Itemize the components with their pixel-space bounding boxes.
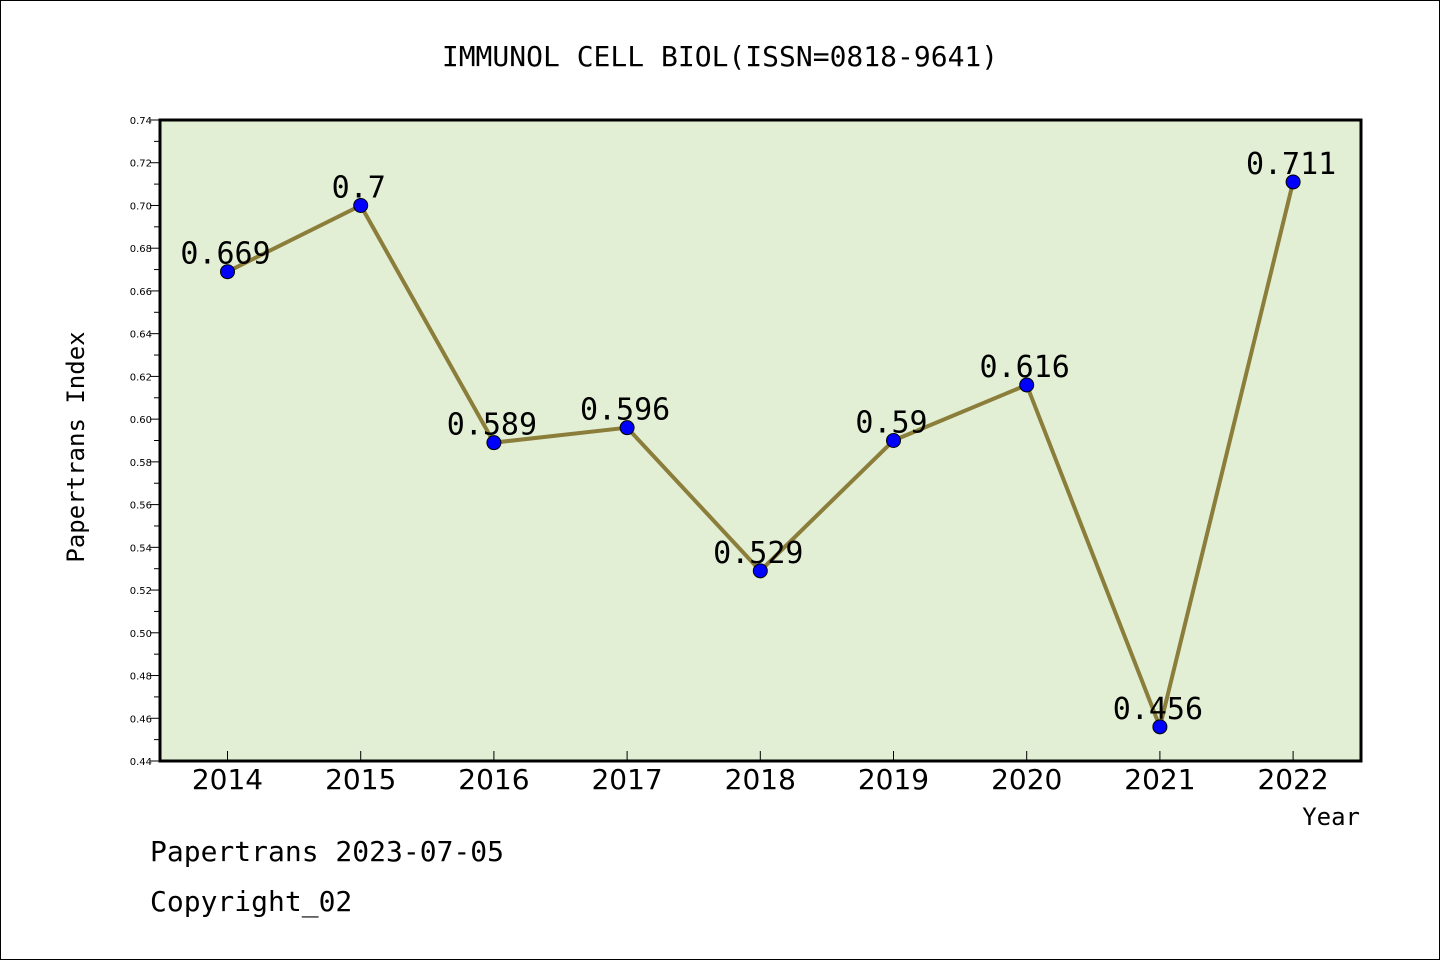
- data-labels: 0.669 0.7 0.589 0.596 0.529 0.59 0.616 0.456 0.7…: [180, 147, 1336, 727]
- y-tick-label: 0.70: [130, 201, 152, 212]
- data-point: [1019, 377, 1035, 393]
- data-label: 0.456: [1113, 692, 1203, 727]
- data-label: 0.596: [580, 393, 670, 428]
- footer-copyright: Copyright_02: [150, 885, 353, 918]
- x-tick-label: 2020: [991, 763, 1062, 796]
- x-tick-label: 2019: [858, 763, 929, 796]
- data-point: [752, 563, 768, 579]
- chart-title: IMMUNOL CELL BIOL(ISSN=0818-9641): [442, 40, 998, 73]
- y-tick-label: 0.46: [130, 714, 152, 725]
- data-label: 0.589: [447, 408, 537, 443]
- x-tick-label: 2014: [192, 763, 263, 796]
- y-tick-label: 0.62: [130, 372, 152, 383]
- data-point: [353, 197, 369, 213]
- data-point: [1152, 719, 1168, 735]
- x-axis-label: Year: [1302, 803, 1360, 831]
- y-tick-label: 0.72: [130, 159, 152, 170]
- x-tick-label: 2022: [1257, 763, 1328, 796]
- y-tick-label: 0.56: [130, 501, 152, 512]
- x-tick-label: 2021: [1124, 763, 1195, 796]
- x-tick-label: 2015: [325, 763, 396, 796]
- data-label: 0.616: [980, 350, 1070, 385]
- x-tick-label: 2016: [458, 763, 529, 796]
- y-tick-label: 0.44: [130, 757, 152, 768]
- data-point: [220, 264, 235, 280]
- data-point: [1285, 174, 1301, 190]
- data-point: [486, 435, 502, 451]
- y-tick-label: 0.66: [130, 287, 152, 298]
- y-tick-label: 0.64: [130, 330, 152, 341]
- y-tick-label: 0.68: [130, 244, 152, 255]
- data-label: 0.669: [180, 237, 270, 272]
- y-axis: 0.44 0.46 0.48 0.50 0.52 0.54 0.56 0.58 0.60 0.62…: [130, 116, 160, 768]
- y-tick-label: 0.48: [130, 672, 152, 683]
- data-point: [886, 433, 901, 448]
- x-tick-label: 2017: [591, 763, 662, 796]
- x-axis: 2014 2015 2016 2017 2018 2019 2020 2021 2022: [192, 751, 1329, 796]
- data-label: 0.7: [332, 170, 386, 205]
- y-tick-label: 0.54: [130, 543, 152, 554]
- y-tick-label: 0.58: [130, 458, 152, 469]
- data-label: 0.59: [855, 406, 927, 441]
- y-tick-label: 0.74: [130, 116, 152, 127]
- y-tick-label: 0.60: [130, 415, 152, 426]
- data-point: [619, 420, 635, 436]
- footer-date: Papertrans 2023-07-05: [150, 835, 505, 868]
- data-points: [220, 174, 1301, 735]
- x-tick-label: 2018: [725, 763, 796, 796]
- y-tick-label: 0.50: [130, 629, 152, 640]
- data-label: 0.529: [713, 536, 803, 571]
- y-axis-label: Papertrans Index: [62, 331, 90, 562]
- y-tick-label: 0.52: [130, 586, 152, 597]
- data-label: 0.711: [1246, 147, 1336, 182]
- plot-area: [158, 118, 1363, 763]
